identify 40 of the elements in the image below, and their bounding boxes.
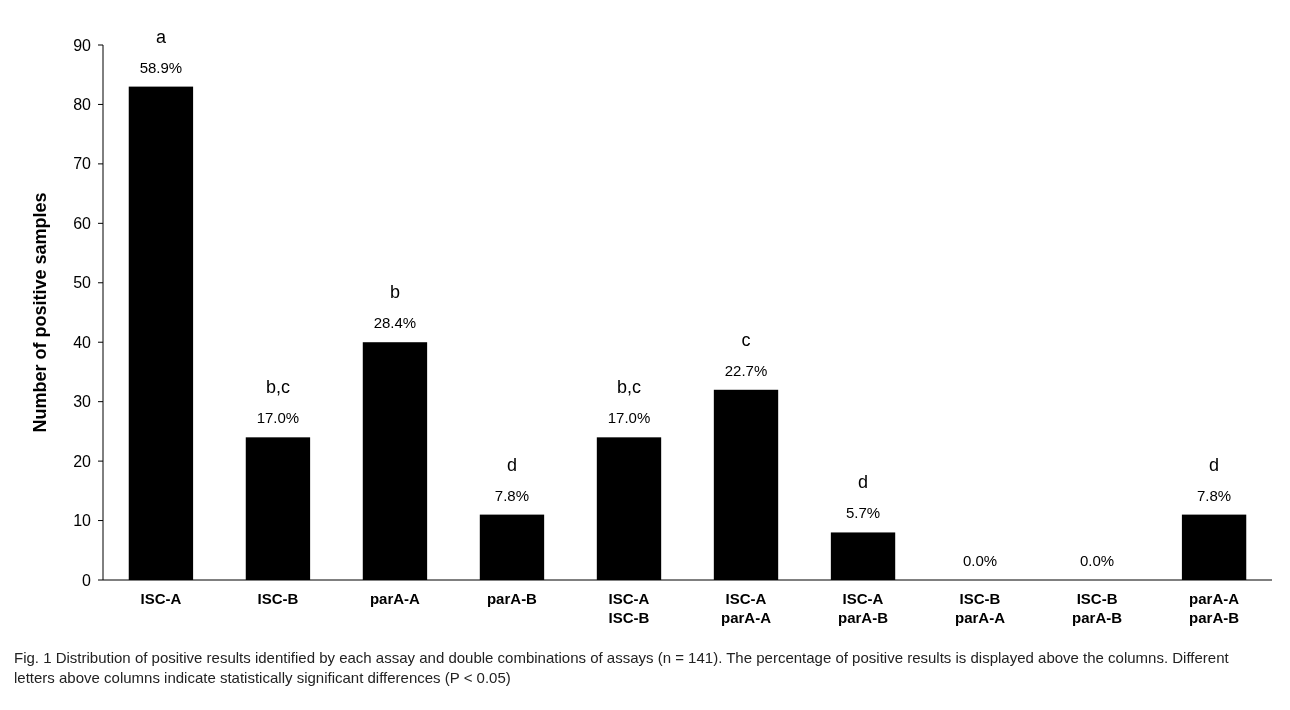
annotation: d [858,472,869,493]
y-tick-label: 90 [73,36,92,54]
x-tick-label: parA-A [369,590,421,607]
annotation: d [1209,454,1220,475]
x-tick-label: ISC-B [257,590,299,607]
annotation: 7.8% [494,486,530,504]
x-tick-label: ISC-A parA-A [721,590,772,626]
x-tick-label: ISC-B parA-A [955,590,1006,626]
annotation: 17.0% [256,409,300,427]
y-axis-title: Number of positive samples [30,192,50,433]
y-tick-label: 70 [73,155,92,173]
annotation: d [506,454,517,475]
caption: Fig. 1 Distribution of positive results identified by each assay and double combinations of assays (n = 141). The percentage of positive results is displayed above the columns. Different letters above columns indicate statistically significant differences (P < 0.05) [14,648,1230,688]
annotation: b,c [265,377,290,398]
y-tick-label: 80 [73,96,92,114]
annotation: b,c [616,377,641,398]
x-tick-label: parA-A parA-B [1189,590,1240,626]
y-tick-label: 60 [73,214,92,232]
x-tick-label: parA-B [486,590,538,607]
annotation: c [741,329,751,350]
y-tick-label: 0 [82,571,92,589]
y-tick-label: 50 [73,274,92,292]
annotation: 22.7% [724,361,768,379]
x-tick-label: ISC-A [140,590,182,607]
annotation: 5.7% [845,504,881,522]
annotation: 28.4% [373,314,417,332]
annotation: 7.8% [1196,486,1232,504]
annotation: 0.0% [962,552,998,569]
annotation: 17.0% [607,409,651,427]
annotation: 0.0% [1079,552,1115,569]
x-tick-label: ISC-A parA-B [838,590,889,626]
annotation: 58.9% [139,58,183,76]
y-tick-label: 30 [73,393,92,411]
y-tick-label: 20 [73,452,92,470]
y-tick-label: 10 [73,512,92,530]
x-tick-label: ISC-A ISC-B [608,590,650,626]
annotation: b [389,282,400,303]
y-tick-label: 40 [73,333,92,351]
annotation: a [155,26,167,47]
x-tick-label: ISC-B parA-B [1072,590,1123,626]
